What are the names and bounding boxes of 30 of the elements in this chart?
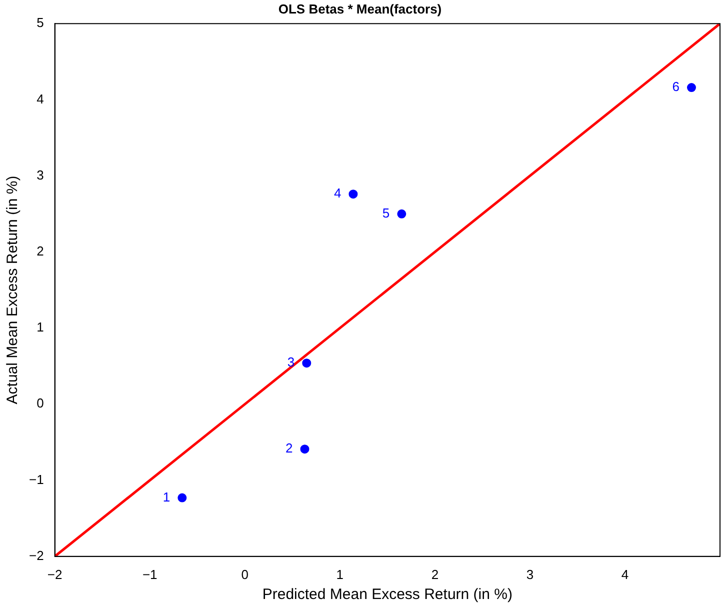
annotation: 6 xyxy=(672,79,680,94)
x-axis-title: Predicted Mean Excess Return (in %) xyxy=(262,586,512,604)
point xyxy=(300,444,310,454)
point xyxy=(302,358,312,368)
annotation: 5 xyxy=(382,205,390,220)
point xyxy=(348,190,358,199)
x-tick-label: −1 xyxy=(142,566,158,582)
x-tick-label: 1 xyxy=(336,566,344,582)
annotation: 1 xyxy=(162,489,170,504)
y-tick-label: 4 xyxy=(36,91,44,106)
x-tick-label: −2 xyxy=(47,566,62,582)
point xyxy=(686,83,696,92)
annotation: 2 xyxy=(286,440,293,456)
x-tick-label: 3 xyxy=(526,566,534,582)
y-tick-label: 3 xyxy=(36,167,44,182)
point xyxy=(178,493,187,502)
x-tick-label: 4 xyxy=(621,566,629,582)
y-tick-label: −2 xyxy=(28,548,44,563)
x-tick-label: 0 xyxy=(241,566,248,582)
y-tick-label: 5 xyxy=(36,15,44,30)
y-tick-label: −1 xyxy=(28,472,44,487)
y-tick-label: 2 xyxy=(36,244,44,259)
x-tick-label: 2 xyxy=(431,566,439,582)
y-tick-label: 0 xyxy=(36,396,44,411)
point xyxy=(397,209,406,218)
y-axis-title: Actual Mean Excess Return (in %) xyxy=(4,176,22,404)
y-tick-label: 1 xyxy=(36,320,44,335)
annotation: 4 xyxy=(334,186,342,201)
chart-title: OLS Betas * Mean(factors) xyxy=(278,1,442,16)
annotation: 3 xyxy=(287,354,295,370)
